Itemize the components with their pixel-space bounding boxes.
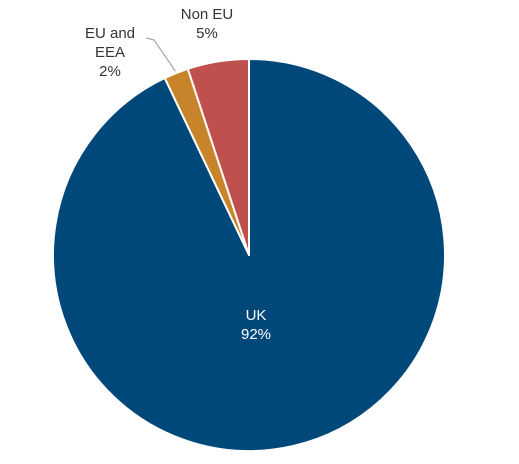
slice-label-non-eu: Non EU 5% xyxy=(181,6,234,42)
slice-label-uk: UK 92% xyxy=(241,307,271,343)
leader-line-eu-and-eea xyxy=(145,37,176,72)
pie-slice-non-eu xyxy=(186,58,250,256)
pie-slices xyxy=(52,58,446,452)
slice-label-eu-and-eea: EU and EEA 2% xyxy=(85,25,135,80)
slice-labels: UK 92% EU and EEA 2% Non EU 5% xyxy=(85,6,271,343)
